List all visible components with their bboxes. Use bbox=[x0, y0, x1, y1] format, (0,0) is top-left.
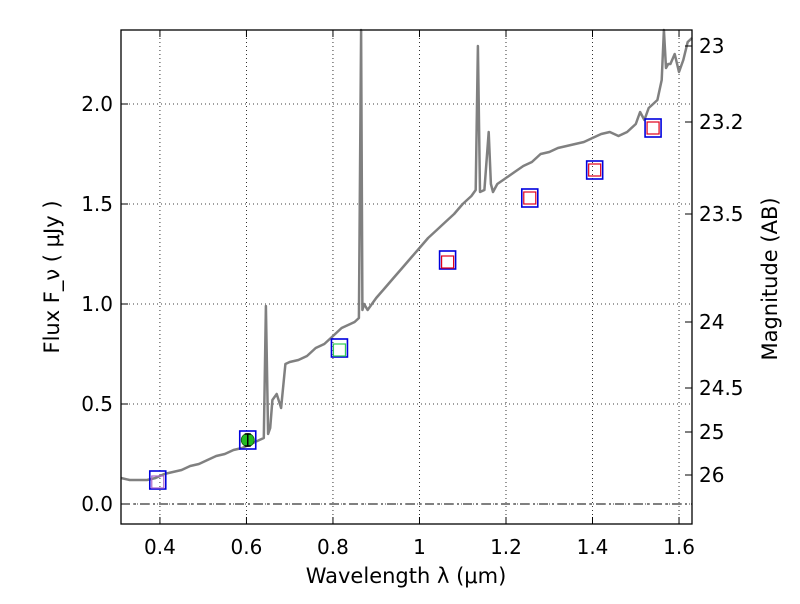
x-tick-label: 0.6 bbox=[231, 535, 263, 559]
x-axis-ticks: 0.4 0.6 0.8 1 1.2 1.4 1.6 bbox=[144, 30, 695, 559]
x-tick-label: 1.6 bbox=[663, 535, 695, 559]
magnitude-tick-label: 24.5 bbox=[699, 376, 744, 400]
photometry-blue-square bbox=[238, 430, 257, 450]
y-tick-label: 0.0 bbox=[81, 492, 113, 516]
photometry-inner-square bbox=[646, 121, 660, 135]
x-tick-label: 1 bbox=[413, 535, 426, 559]
magnitude-axis-label: Magnitude (AB) bbox=[758, 197, 782, 360]
photometry-blue-square bbox=[148, 470, 167, 490]
magnitude-tick-label: 26 bbox=[699, 463, 724, 487]
magnitude-tick-label: 25 bbox=[699, 420, 724, 444]
magnitude-tick-label: 23.5 bbox=[699, 202, 744, 226]
photometry-blue-square bbox=[520, 188, 539, 208]
plot-background bbox=[121, 30, 692, 524]
photometry-blue-square bbox=[438, 250, 457, 270]
magnitude-tick-label: 24 bbox=[699, 310, 724, 334]
y-tick-label: 0.5 bbox=[81, 392, 113, 416]
magnitude-tick-label: 23.2 bbox=[699, 110, 744, 134]
photometry-inner-square bbox=[588, 163, 602, 177]
y-tick-label: 1.0 bbox=[81, 292, 113, 316]
photometry-inner-square bbox=[523, 191, 537, 205]
photometry-inner-square bbox=[151, 475, 165, 489]
y-tick-label: 2.0 bbox=[81, 92, 113, 116]
photometry-blue-square bbox=[644, 118, 662, 138]
magnitude-tick-label: 23 bbox=[699, 34, 724, 58]
photometry-blue-square bbox=[585, 160, 604, 180]
plot-frame bbox=[120, 29, 693, 525]
x-tick-label: 1.2 bbox=[490, 535, 522, 559]
x-tick-label: 0.4 bbox=[144, 535, 176, 559]
y-axis-ticks: 0.0 0.5 1.0 1.5 2.0 bbox=[81, 92, 128, 516]
photometry-inner-square bbox=[332, 343, 347, 357]
magnitude-axis-ticks: 23 23.2 23.5 24 24.5 25 26 bbox=[685, 34, 744, 487]
photometry-markers bbox=[148, 118, 662, 490]
photometry-inner-square bbox=[440, 255, 455, 269]
y-axis-label: Flux F_ν ( μJy ) bbox=[40, 200, 65, 353]
photometry-blue-square bbox=[330, 338, 349, 358]
x-tick-label: 0.8 bbox=[317, 535, 349, 559]
x-tick-label: 1.4 bbox=[577, 535, 609, 559]
y-tick-label: 1.5 bbox=[81, 192, 113, 216]
x-axis-label: Wavelength λ (μm) bbox=[306, 564, 507, 588]
